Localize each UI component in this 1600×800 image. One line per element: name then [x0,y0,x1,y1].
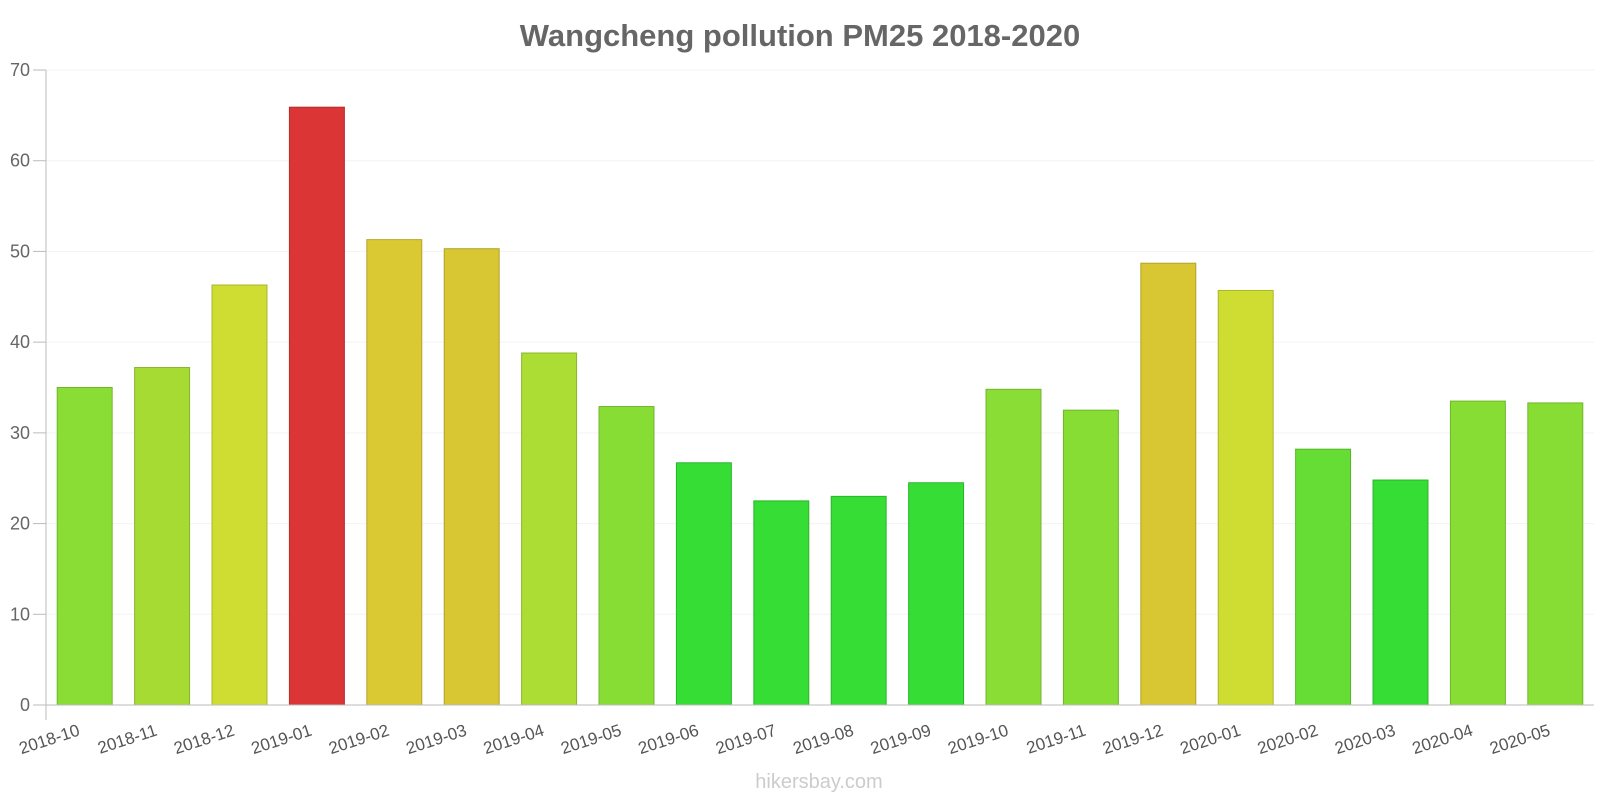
x-tick-labels: 2018-10 2018-11 2018-12 2019-01 2019-02 2019-… [17,721,1553,758]
bar-2019-04 [521,352,578,706]
y-tick-label: 0 [20,695,30,715]
y-tick-label: 50 [10,241,30,261]
bar-2019-02 [366,239,423,706]
x-tick-label: 2018-11 [95,721,159,758]
bar-2020-05 [1527,402,1584,706]
bar-2018-10 [56,387,113,706]
x-tick-label: 2019-08 [791,721,856,758]
x-tick-label: 2020-01 [1178,721,1243,758]
bar-2019-03 [443,248,500,706]
x-tick-label: 2019-12 [1100,721,1165,758]
y-tick-label: 70 [10,60,30,80]
bar-2020-01 [1217,289,1274,706]
x-tick-label: 2019-02 [326,721,391,758]
bar-2019-09 [908,482,965,706]
x-tick-label: 2019-04 [481,721,546,758]
x-tick-label: 2019-05 [559,721,624,758]
x-tick-label: 2019-03 [404,721,469,758]
y-tick-label: 20 [10,514,30,534]
bar-2019-06 [675,462,732,706]
bar-2019-10 [985,388,1042,706]
x-tick-label: 2019-01 [249,721,314,758]
x-tick-label: 2020-03 [1333,721,1398,758]
x-tick-label: 2019-07 [713,721,778,758]
y-tick-label: 40 [10,332,30,352]
x-tick-label: 2018-12 [172,721,237,758]
x-tick-label: 2020-02 [1255,721,1320,758]
x-tick-label: 2019-11 [1024,721,1088,758]
y-tick-labels: 0 10 20 30 40 50 60 70 [10,60,46,715]
bar-2019-01 [288,106,345,706]
x-tick-label: 2020-05 [1487,721,1552,758]
watermark: hikersbay.com [755,771,882,793]
chart-title: Wangcheng pollution PM25 2018-2020 [520,18,1080,53]
gridlines [46,69,1594,615]
bar-2019-05 [598,406,655,706]
x-tick-label: 2019-09 [868,721,933,758]
x-tick-label: 2019-10 [946,721,1011,758]
y-tick-label: 30 [10,423,30,443]
x-tick-label: 2019-06 [636,721,701,758]
bar-2020-03 [1372,479,1429,706]
y-tick-label: 10 [10,604,30,624]
x-tick-label: 2020-04 [1410,721,1475,758]
y-tick-label: 60 [10,151,30,171]
bar-2019-07 [753,500,810,706]
bar-2020-04 [1449,400,1506,706]
bar-2018-12 [211,284,268,706]
bars [56,106,1584,706]
bar-2019-08 [830,495,887,706]
x-tick-label: 2018-10 [17,721,82,758]
bar-2019-12 [1140,262,1197,706]
bar-2020-02 [1295,448,1352,706]
bar-2018-11 [134,367,191,706]
bar-2019-11 [1062,409,1119,706]
